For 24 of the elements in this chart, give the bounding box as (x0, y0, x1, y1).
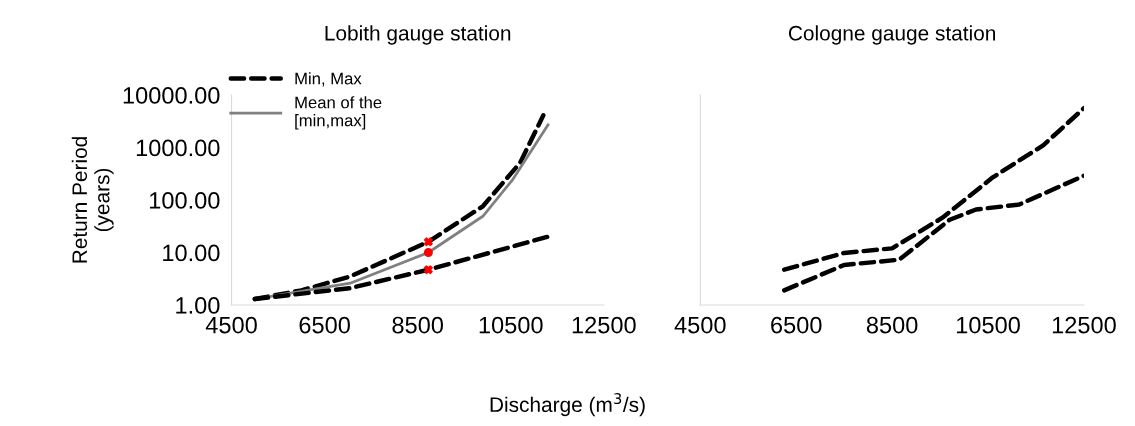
y-tick-label: 1000.00 (136, 139, 220, 157)
y-axis-title: Return Period (years) (71, 137, 114, 263)
point (423, 265, 433, 275)
x-tick-label: 12500 (572, 316, 636, 334)
legend-label: Min, Max (295, 72, 362, 87)
x-axis-title: Discharge (m$^{3}$/s) (490, 393, 645, 417)
y-tick-label: 100.00 (150, 192, 220, 209)
x-tick-label: 10500 (479, 316, 543, 334)
x-tick-label: 4500 (674, 316, 726, 334)
y-tick-label: 1.00 (176, 297, 220, 314)
x-tick-label: 12500 (1052, 316, 1116, 334)
x-tick-label: 6500 (771, 316, 822, 334)
x-tick-label: 4500 (205, 316, 257, 334)
x-tick-label: 8500 (392, 316, 444, 334)
y-tick-label: 10.00 (163, 244, 220, 262)
x-tick-label: 8500 (866, 316, 918, 334)
y-tick-label: 10000.00 (123, 87, 220, 104)
chart-title: Cologne gauge station (788, 25, 996, 45)
legend-label: Mean of the [min,max] (295, 96, 382, 130)
x-tick-label: 10500 (956, 316, 1020, 334)
point (423, 237, 433, 247)
x-tick-label: 6500 (299, 316, 350, 334)
chart-title: Lobith gauge station (325, 25, 511, 45)
point (423, 248, 433, 258)
